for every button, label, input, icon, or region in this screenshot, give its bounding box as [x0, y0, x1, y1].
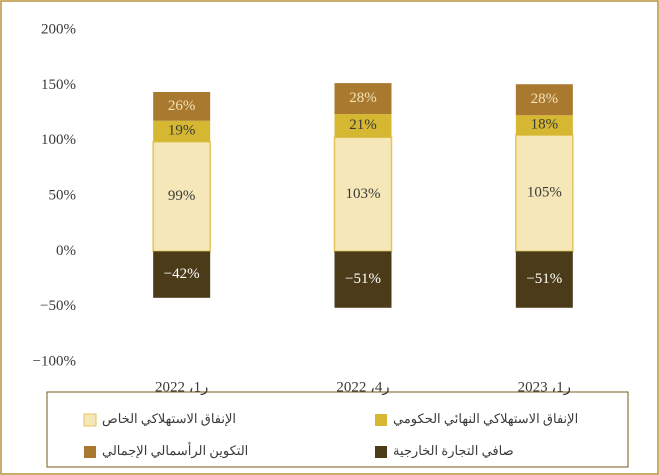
bar-segment — [334, 114, 392, 138]
legend-label: التكوين الرأسمالي الإجمالي — [102, 442, 248, 459]
y-tick-label: 100% — [41, 132, 76, 148]
value-label: 105% — [527, 185, 562, 201]
legend-swatch — [84, 446, 96, 458]
value-label: 18% — [531, 117, 559, 133]
y-tick-label: 150% — [41, 77, 76, 93]
value-label: −51% — [345, 271, 381, 287]
bar-segment — [153, 251, 211, 298]
value-label: 26% — [168, 98, 196, 114]
value-label: −42% — [164, 266, 200, 282]
value-label: 21% — [349, 117, 377, 133]
bar-segment — [334, 251, 392, 308]
y-tick-label: 50% — [49, 187, 77, 203]
bar-segment — [515, 84, 573, 116]
x-tick-label: ر1، 2022 — [155, 379, 208, 395]
bar-segment — [515, 251, 573, 308]
value-label: 28% — [531, 91, 559, 107]
legend-label: الإنفاق الاستهلاكي الخاص — [102, 411, 236, 427]
y-tick-label: 200% — [41, 21, 76, 37]
bar-segment — [334, 83, 392, 115]
legend-label: الإنفاق الاستهلاكي النهائي الحكومي — [393, 411, 578, 427]
x-tick-label: ر4، 2022 — [336, 379, 389, 395]
value-label: 28% — [349, 90, 377, 106]
bar-segment — [153, 91, 211, 121]
legend-swatch — [83, 413, 97, 427]
legend-swatch — [375, 414, 387, 426]
y-tick-label: −50% — [40, 298, 76, 314]
legend-swatch — [375, 446, 387, 458]
legend-box — [46, 391, 629, 468]
bar-segment — [153, 120, 211, 142]
value-label: −51% — [526, 271, 562, 287]
bar-segment — [515, 115, 573, 136]
legend-label: صافي التجارة الخارجية — [393, 443, 514, 459]
value-label: 103% — [346, 186, 381, 202]
y-tick-label: −100% — [33, 353, 76, 369]
value-label: 19% — [168, 123, 196, 139]
x-tick-label: ر1، 2023 — [518, 379, 571, 395]
value-label: 99% — [168, 188, 196, 204]
y-tick-label: 0% — [56, 243, 76, 259]
